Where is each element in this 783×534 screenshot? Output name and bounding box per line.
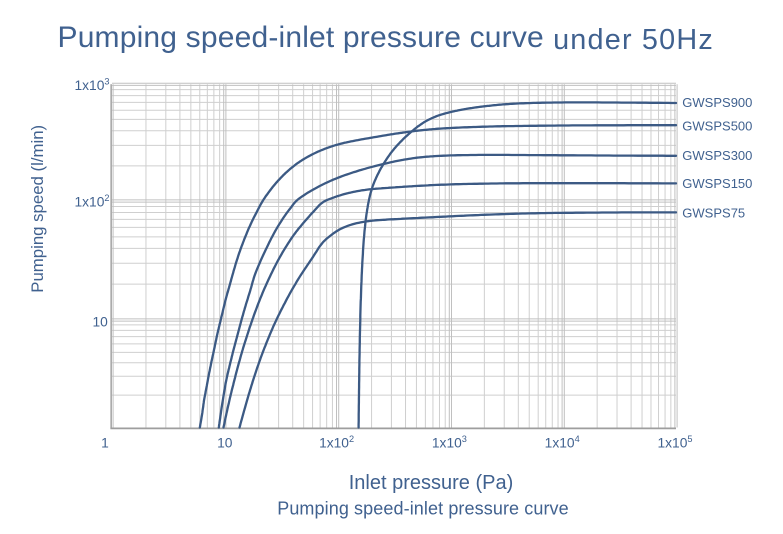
svg-text:1x105: 1x105 [657,434,692,451]
svg-text:1: 1 [101,436,109,451]
svg-text:GWSPS300: GWSPS300 [682,148,752,163]
svg-text:10: 10 [92,315,108,330]
svg-text:10: 10 [217,436,233,451]
svg-text:Inlet pressure (Pa): Inlet pressure (Pa) [349,472,514,494]
svg-text:1x104: 1x104 [545,434,580,451]
svg-text:GWSPS150: GWSPS150 [682,176,752,191]
svg-text:Pumping speed-inlet pressure c: Pumping speed-inlet pressure curve under… [58,21,714,56]
svg-text:1x102: 1x102 [319,434,354,451]
svg-text:Pumping speed-inlet pressure c: Pumping speed-inlet pressure curve [277,499,569,519]
svg-text:Pumping speed (l/min): Pumping speed (l/min) [28,125,47,293]
svg-text:GWSPS900: GWSPS900 [682,95,752,110]
svg-text:GWSPS500: GWSPS500 [682,119,752,134]
svg-text:1x103: 1x103 [432,434,467,451]
svg-text:1x102: 1x102 [74,193,109,210]
svg-text:1x103: 1x103 [74,76,109,93]
svg-text:GWSPS75: GWSPS75 [682,206,745,221]
